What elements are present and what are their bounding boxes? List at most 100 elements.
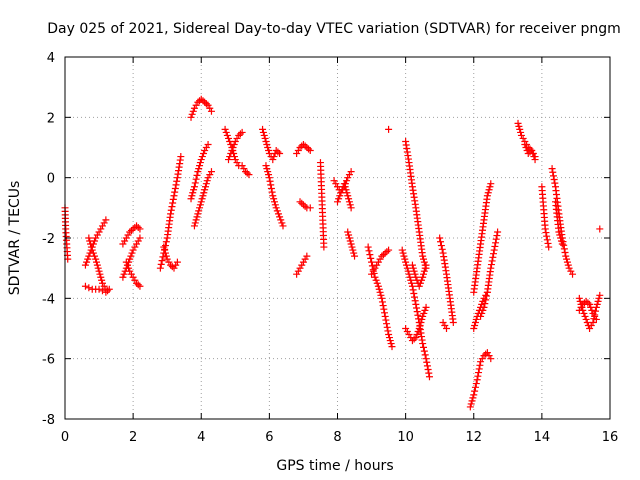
data-point <box>580 309 588 317</box>
data-point <box>420 343 428 351</box>
data-point <box>471 383 479 391</box>
data-point <box>587 303 595 311</box>
data-point <box>542 229 550 237</box>
data-point <box>230 140 238 148</box>
data-point <box>105 285 113 293</box>
data-point <box>582 315 590 323</box>
grid-lines <box>65 57 610 419</box>
data-point <box>119 273 127 281</box>
data-point <box>337 189 345 197</box>
data-point <box>384 327 392 335</box>
data-point <box>277 216 285 224</box>
data-point <box>345 231 353 239</box>
data-point <box>190 183 198 191</box>
data-point <box>473 376 481 384</box>
data-point <box>416 279 424 287</box>
data-point <box>156 264 164 272</box>
data-point <box>345 198 353 206</box>
data-point <box>564 261 572 269</box>
data-point <box>560 241 568 249</box>
data-point <box>436 234 444 242</box>
data-point <box>344 174 352 182</box>
data-point <box>438 245 446 253</box>
data-point <box>204 174 212 182</box>
data-point <box>161 242 169 250</box>
data-point <box>190 186 198 194</box>
y-tick-label: 0 <box>47 172 55 187</box>
data-point <box>200 189 208 197</box>
data-point <box>221 125 229 133</box>
data-point <box>296 264 304 272</box>
data-point <box>589 318 597 326</box>
data-point <box>169 195 177 203</box>
data-point <box>562 252 570 260</box>
data-point <box>550 175 558 183</box>
data-point <box>195 165 203 173</box>
data-point <box>91 252 99 260</box>
data-point <box>398 246 406 254</box>
data-point <box>120 270 128 278</box>
data-point <box>196 204 204 212</box>
data-point <box>198 195 206 203</box>
data-point <box>377 291 385 299</box>
data-point <box>124 231 132 239</box>
data-point <box>551 179 559 187</box>
data-point <box>439 318 447 326</box>
data-point <box>420 267 428 275</box>
data-point <box>169 199 177 207</box>
data-point <box>482 350 490 358</box>
data-point <box>480 303 488 311</box>
data-point <box>86 237 94 245</box>
data-point <box>479 306 487 314</box>
data-point <box>592 315 600 323</box>
data-point <box>419 340 427 348</box>
data-point <box>207 168 215 176</box>
data-point <box>382 316 390 324</box>
data-point <box>196 201 204 209</box>
data-point <box>383 320 391 328</box>
data-point <box>401 255 409 263</box>
data-point <box>374 258 382 266</box>
data-point <box>81 282 89 290</box>
data-point <box>92 255 100 263</box>
data-point <box>298 199 306 207</box>
data-point <box>267 185 275 193</box>
data-point <box>299 140 307 148</box>
data-point <box>405 331 413 339</box>
data-point <box>303 144 311 151</box>
data-point <box>98 276 106 284</box>
data-point <box>344 192 352 200</box>
y-tick-label: -6 <box>42 353 55 368</box>
data-point <box>381 249 389 257</box>
data-point <box>381 309 389 317</box>
data-point <box>262 137 270 145</box>
data-point <box>422 303 430 311</box>
data-point <box>415 315 423 323</box>
data-point <box>299 201 307 209</box>
data-point <box>582 297 590 305</box>
data-point <box>97 273 105 281</box>
data-point <box>425 373 433 381</box>
y-tick-label: 4 <box>47 51 55 66</box>
data-point <box>306 147 314 155</box>
data-point <box>476 361 484 369</box>
data-point <box>416 321 424 329</box>
data-point <box>486 183 494 191</box>
data-point <box>487 180 495 188</box>
data-point <box>136 282 144 290</box>
y-tick-label: -8 <box>42 413 55 428</box>
data-point <box>194 168 202 176</box>
data-point <box>274 210 282 218</box>
data-point <box>437 242 445 250</box>
data-point <box>87 243 95 251</box>
data-point <box>493 232 501 240</box>
data-point <box>270 153 278 161</box>
data-point <box>413 308 421 316</box>
data-point <box>369 267 377 275</box>
data-point <box>376 288 384 296</box>
data-point <box>236 130 244 138</box>
data-point <box>100 219 108 227</box>
data-point <box>420 258 428 266</box>
data-point <box>340 180 348 188</box>
